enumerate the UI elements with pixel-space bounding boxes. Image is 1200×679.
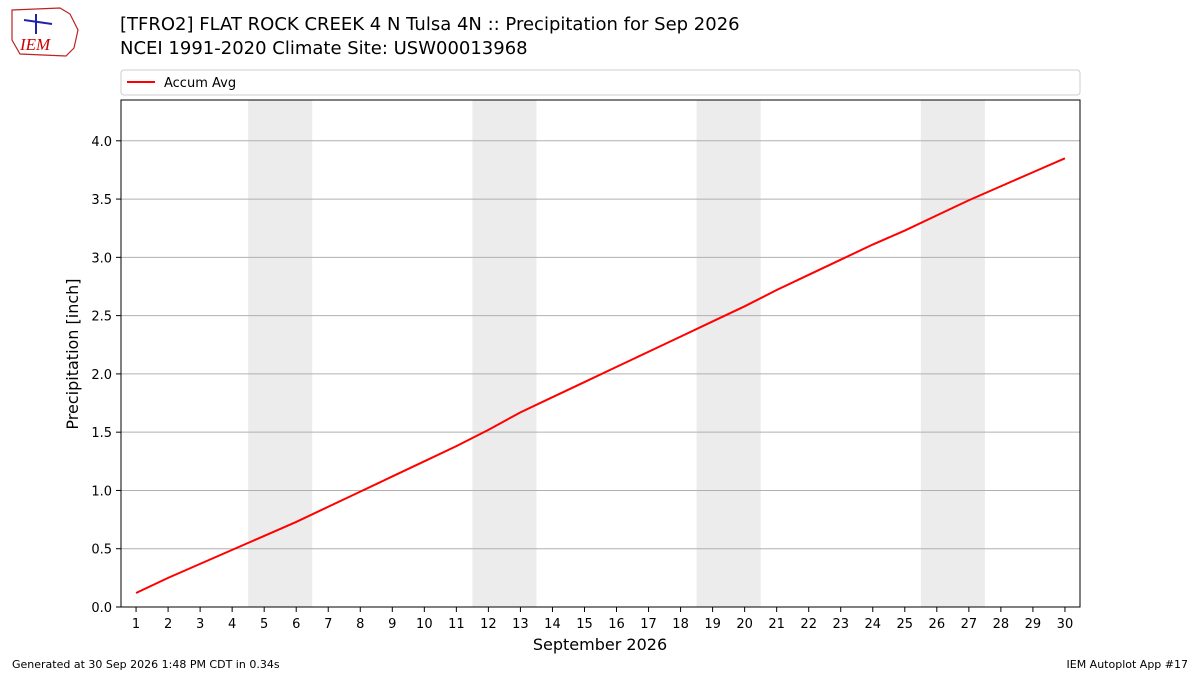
x-tick-label: 23 — [832, 617, 849, 632]
x-tick-label: 15 — [576, 617, 593, 632]
y-tick-label: 2.0 — [91, 368, 112, 383]
x-tick-label: 28 — [993, 617, 1010, 632]
x-tick-label: 8 — [356, 617, 364, 632]
x-tick-label: 22 — [800, 617, 817, 632]
x-tick-label: 7 — [324, 617, 332, 632]
weekend-shade — [472, 100, 537, 607]
footer-left: Generated at 30 Sep 2026 1:48 PM CDT in … — [12, 658, 280, 671]
x-tick-label: 3 — [196, 617, 204, 632]
x-tick-label: 24 — [864, 617, 881, 632]
x-tick-label: 6 — [292, 617, 300, 632]
x-tick-label: 27 — [961, 617, 978, 632]
y-tick-label: 1.5 — [91, 426, 112, 441]
x-tick-label: 14 — [544, 617, 561, 632]
x-tick-label: 4 — [228, 617, 236, 632]
x-tick-label: 9 — [388, 617, 396, 632]
y-tick-label: 4.0 — [91, 135, 112, 150]
x-tick-label: 25 — [897, 617, 914, 632]
y-axis-label: Precipitation [inch] — [63, 278, 82, 429]
logo: IEM — [11, 7, 79, 57]
weekend-shade — [696, 100, 761, 607]
x-tick-label: 16 — [608, 617, 625, 632]
x-tick-label: 29 — [1025, 617, 1042, 632]
x-tick-label: 12 — [480, 617, 497, 632]
weekend-shade — [920, 100, 985, 607]
x-tick-label: 20 — [736, 617, 753, 632]
x-tick-label: 1 — [132, 617, 140, 632]
legend-box — [120, 69, 1081, 96]
series-line — [135, 157, 1066, 594]
x-tick-label: 5 — [260, 617, 268, 632]
y-tick-label: 3.0 — [91, 251, 112, 266]
chart-title: [TFRO2] FLAT ROCK CREEK 4 N Tulsa 4N :: … — [120, 14, 740, 35]
y-tick-label: 3.5 — [91, 193, 112, 208]
weekend-shade — [248, 100, 313, 607]
x-tick-label: 19 — [704, 617, 721, 632]
x-tick-label: 18 — [672, 617, 689, 632]
y-tick-label: 0.5 — [91, 543, 112, 558]
plot-frame — [120, 99, 1081, 608]
x-tick-label: 30 — [1057, 617, 1074, 632]
x-tick-label: 13 — [512, 617, 529, 632]
x-tick-label: 11 — [448, 617, 465, 632]
x-tick-label: 17 — [640, 617, 657, 632]
x-tick-label: 10 — [416, 617, 433, 632]
x-tick-label: 26 — [929, 617, 946, 632]
y-tick-label: 0.0 — [91, 601, 112, 616]
x-tick-label: 2 — [164, 617, 172, 632]
logo-text: IEM — [19, 35, 51, 54]
footer-right: IEM Autoplot App #17 — [1067, 658, 1189, 671]
x-axis-label: September 2026 — [533, 635, 667, 654]
x-tick-label: 21 — [768, 617, 785, 632]
chart-subtitle: NCEI 1991-2020 Climate Site: USW00013968 — [120, 38, 528, 59]
y-tick-label: 1.0 — [91, 484, 112, 499]
legend-label: Accum Avg — [164, 76, 236, 91]
y-tick-label: 2.5 — [91, 310, 112, 325]
